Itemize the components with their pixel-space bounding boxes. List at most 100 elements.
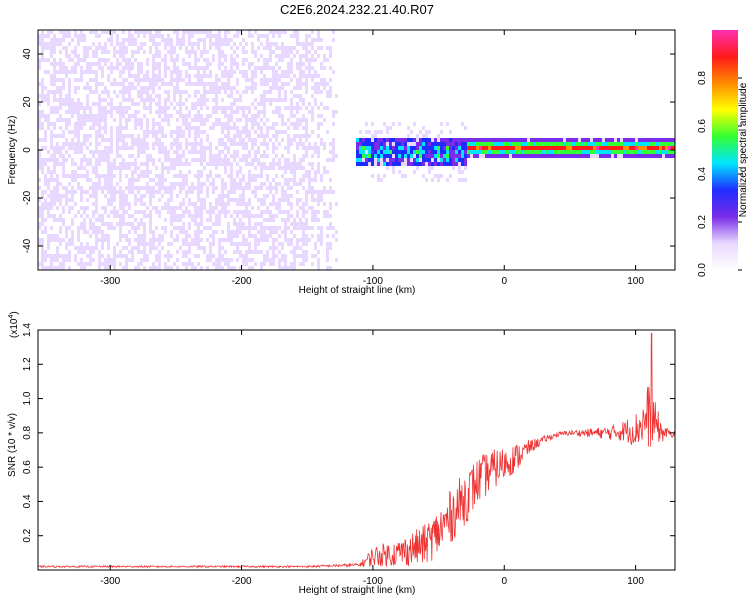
spectrogram-cell xyxy=(560,138,563,142)
spectrogram-cell xyxy=(290,234,293,238)
spectrogram-cell xyxy=(101,74,104,78)
spectrogram-cell xyxy=(164,174,167,178)
spectrogram-cell xyxy=(305,34,308,38)
spectrogram-cell xyxy=(308,266,311,270)
spectrogram-cell xyxy=(377,174,380,178)
spectrogram-cell xyxy=(575,138,578,142)
spectrogram-cell xyxy=(281,258,284,262)
spectrogram-cell xyxy=(83,94,86,98)
spectrogram-cell xyxy=(74,146,77,150)
spectrogram-cell xyxy=(617,146,620,150)
spectrogram-cell xyxy=(230,182,233,186)
spectrogram-cell xyxy=(74,134,77,138)
spectrogram-cell xyxy=(122,210,125,214)
spectrogram-cell xyxy=(131,158,134,162)
spectrogram-cell xyxy=(77,130,80,134)
spectrogram-cell xyxy=(38,234,41,238)
spectrogram-cell xyxy=(38,210,41,214)
spectrogram-cell xyxy=(227,210,230,214)
spectrogram-cell xyxy=(59,98,62,102)
spectrogram-cell xyxy=(326,54,329,58)
spectrogram-cell xyxy=(56,198,59,202)
spectrogram-cell xyxy=(314,218,317,222)
spectrogram-cell xyxy=(149,222,152,226)
spectrogram-cell xyxy=(242,190,245,194)
spectrogram-cell xyxy=(188,122,191,126)
spectrogram-cell xyxy=(317,46,320,50)
spectrogram-cell xyxy=(74,170,77,174)
spectrogram-cell xyxy=(224,234,227,238)
spectrogram-cell xyxy=(92,206,95,210)
spectrogram-cell xyxy=(62,190,65,194)
spectrogram-cell xyxy=(146,62,149,66)
spectrogram-cell xyxy=(551,150,554,154)
spectrogram-cell xyxy=(62,258,65,262)
spectrogram-cell xyxy=(212,110,215,114)
spectrogram-cell xyxy=(314,86,317,90)
spectrogram-cell xyxy=(125,254,128,258)
spectrogram-cell xyxy=(515,150,518,154)
spectrogram-cell xyxy=(215,118,218,122)
spectrogram-cell xyxy=(107,210,110,214)
spectrogram-cell xyxy=(197,158,200,162)
spectrogram-cell xyxy=(299,114,302,118)
spectrogram-cell xyxy=(146,190,149,194)
spectrogram-cell xyxy=(449,154,452,158)
spectrogram-cell xyxy=(329,30,332,34)
spectrogram-cell xyxy=(122,242,125,246)
spectrogram-cell xyxy=(245,262,248,266)
spectrogram-cell xyxy=(44,158,47,162)
spectrogram-cell xyxy=(284,226,287,230)
spectrogram-cell xyxy=(296,222,299,226)
spectrogram-cell xyxy=(290,70,293,74)
spectrogram-cell xyxy=(260,210,263,214)
spectrogram-cell xyxy=(89,30,92,34)
spectrogram-cell xyxy=(284,118,287,122)
spectrogram-cell xyxy=(308,38,311,42)
spectrogram-cell xyxy=(518,138,521,142)
spectrogram-cell xyxy=(203,90,206,94)
spectrogram-cell xyxy=(272,142,275,146)
spectrogram-cell xyxy=(287,90,290,94)
spectrogram-cell xyxy=(278,94,281,98)
spectrogram-cell xyxy=(80,142,83,146)
spectrogram-cell xyxy=(104,90,107,94)
spectrogram-cell xyxy=(188,106,191,110)
spectrogram-cell xyxy=(143,138,146,142)
spectrogram-cell xyxy=(53,166,56,170)
spectrogram-cell xyxy=(281,242,284,246)
spectrogram-cell xyxy=(110,166,113,170)
spectrogram-cell xyxy=(311,250,314,254)
spectrogram-cell xyxy=(116,118,119,122)
spectrogram-cell xyxy=(161,126,164,130)
spectrogram-cell xyxy=(92,30,95,34)
spectrogram-cell xyxy=(188,246,191,250)
spectrogram-cell xyxy=(74,94,77,98)
spectrogram-cell xyxy=(155,102,158,106)
spectrogram-cell xyxy=(287,210,290,214)
spectrogram-cell xyxy=(134,94,137,98)
spectrogram-cell xyxy=(80,66,83,70)
spectrogram-cell xyxy=(200,214,203,218)
spectrogram-cell xyxy=(341,30,344,34)
spectrogram-cell xyxy=(524,138,527,142)
spectrogram-cell xyxy=(125,210,128,214)
spectrogram-cell xyxy=(254,94,257,98)
spectrogram-cell xyxy=(293,74,296,78)
spectrogram-cell xyxy=(602,138,605,142)
spectrogram-cell xyxy=(257,38,260,42)
spectrogram-cell xyxy=(293,154,296,158)
spectrogram-cell xyxy=(353,262,356,266)
spectrogram-cell xyxy=(257,146,260,150)
spectrogram-cell xyxy=(341,86,344,90)
spectrogram-cell xyxy=(95,90,98,94)
spectrogram-cell xyxy=(506,138,509,142)
spectrogram-cell xyxy=(287,166,290,170)
spectrogram-cell xyxy=(98,82,101,86)
spectrogram-cell xyxy=(239,166,242,170)
spectrogram-cell xyxy=(56,134,59,138)
spectrogram-cell xyxy=(185,158,188,162)
spectrogram-cell xyxy=(161,210,164,214)
spectrogram-cell xyxy=(131,110,134,114)
spectrogram-cell xyxy=(212,78,215,82)
